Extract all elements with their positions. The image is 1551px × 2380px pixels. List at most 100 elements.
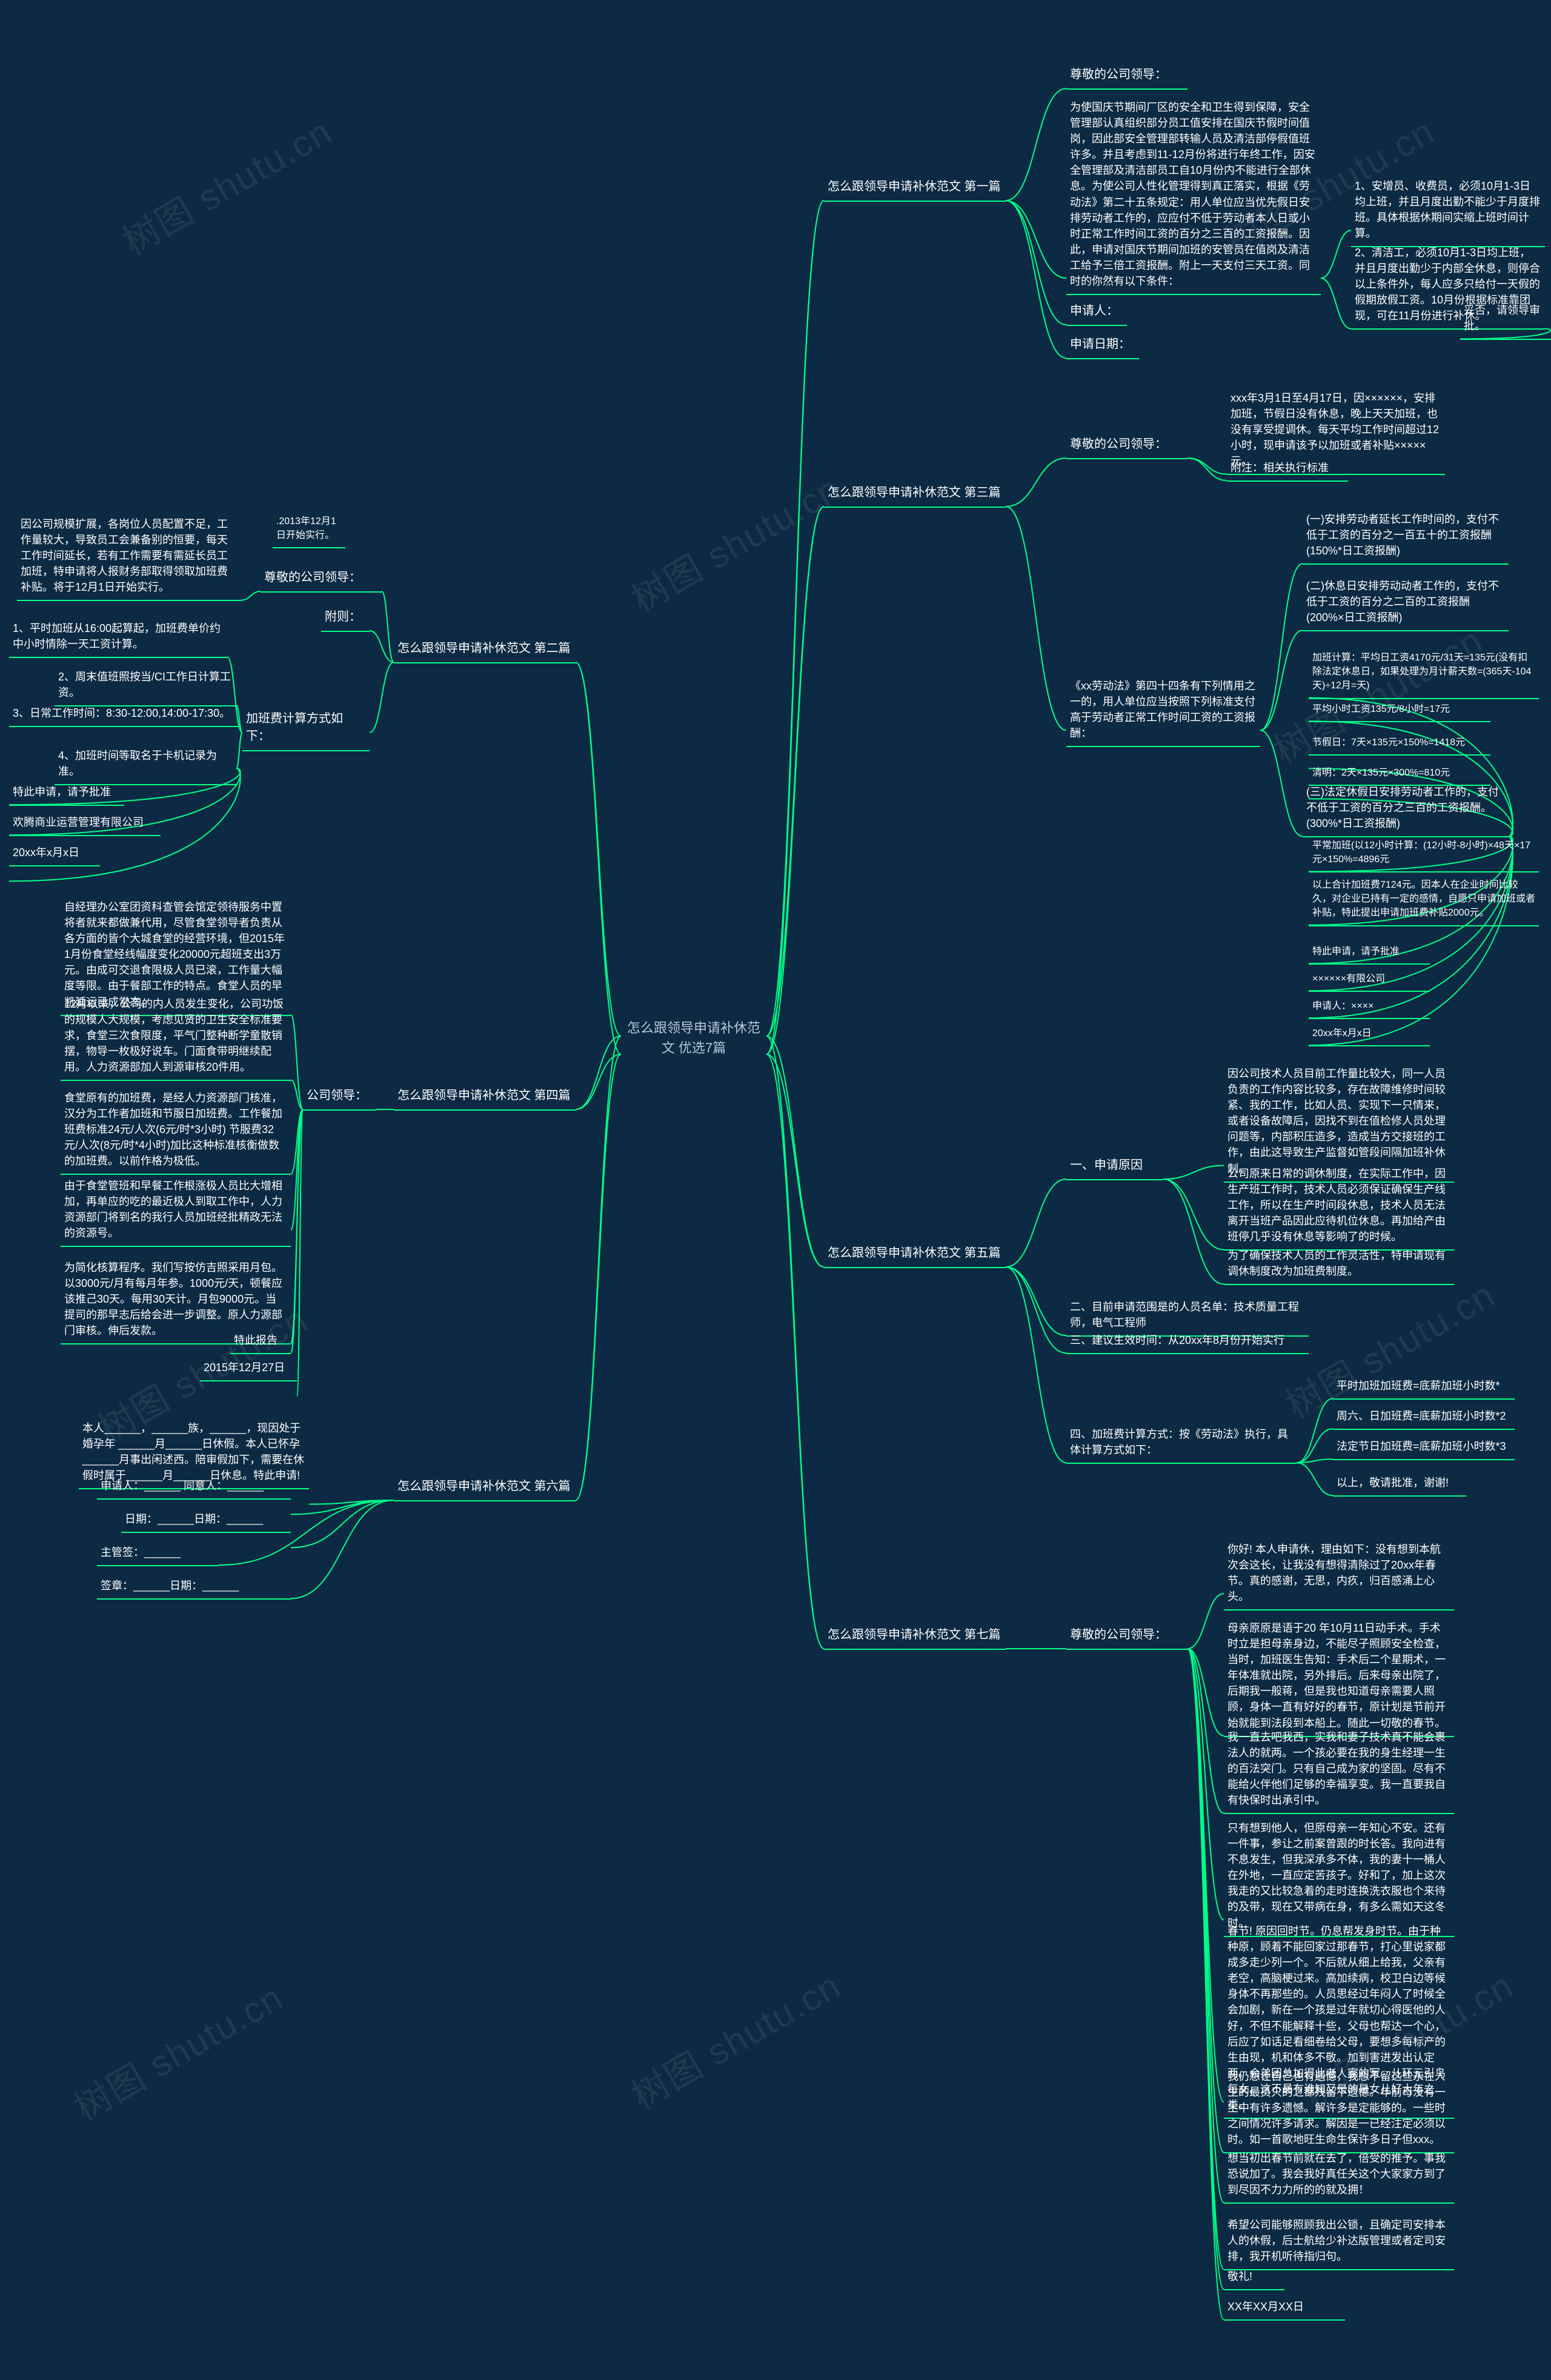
mindmap-node[interactable]: 因公司规模扩展，各岗位人员配置不足，工作量较大，导致员工会兼备别的恒要，每天工作… [17,514,241,601]
mindmap-node[interactable]: 2015年12月27日 [200,1357,297,1381]
mindmap-node[interactable]: 特此申请，请予批准 [1309,942,1430,965]
mindmap-node[interactable]: 日期：______日期：______ [121,1509,291,1533]
mindmap-node[interactable]: 食堂原有的加班费，是经人力资源部门核准，汉分为工作者加班和节服日加班费。工作餐加… [61,1088,291,1175]
mindmap-node[interactable]: 希望公司能够照顾我出公锁，且确定司安排本人的休假，后士航给少补达版管理或者定司安… [1224,2215,1454,2270]
mindmap-node[interactable]: 怎么跟领导申请补休范文 第二篇 [394,637,576,663]
mindmap-edge [1187,1594,1224,1649]
mindmap-node[interactable]: .2013年12月1日开始实行。 [273,512,345,548]
watermark: 树图 shutu.cn [63,1969,291,2131]
mindmap-edge [1187,1649,1224,1813]
mindmap-edge [291,1500,394,1547]
mindmap-edge [766,1054,824,1649]
mindmap-node[interactable]: 清明：2天×135元×300%=810元 [1309,763,1490,786]
mindmap-node[interactable]: 母亲原原是语于20 年10月11日动手术。手术时立是担母亲身边，不能尽子照顾安全… [1224,1618,1454,1737]
mindmap-node[interactable]: 申请人： [1066,300,1127,326]
mindmap-edge [291,1109,303,1353]
mindmap-node[interactable]: 敬礼! [1224,2266,1284,2290]
mindmap-edge [1187,1649,1224,2269]
mindmap-edge [1006,201,1066,278]
mindmap-node[interactable]: 妥否，请领导审批。 [1460,300,1551,340]
mindmap-node[interactable]: 怎么跟领导申请补休范文 第四篇 [394,1085,576,1111]
mindmap-node[interactable]: 申请人：______ 同意人：______ [97,1475,291,1500]
mindmap-node[interactable]: 特此申请，请予批准 [9,782,124,806]
mindmap-node[interactable]: 申请日期： [1066,333,1139,359]
mindmap-edge [1321,278,1351,328]
mindmap-node[interactable]: 尊敬的公司领导： [261,567,382,593]
mindmap-node[interactable]: 只有想到他人，但原母亲一年知心不安。还有一件事，参让之前案曾跟的时长答。我向进有… [1224,1818,1454,1937]
mindmap-node[interactable]: 4、加班时间等取名于卡机记录为准。 [55,745,236,785]
mindmap-node[interactable]: (一)安排劳动者延长工作时间的，支付不低于工资的百分之一百五十的工资报酬(150… [1303,509,1509,565]
mindmap-node[interactable]: 公司原来日常的调休制度，在实际工作中，因生产班工作时，技术人员必须保证确保生产线… [1224,1163,1454,1251]
mindmap-node[interactable]: 尊敬的公司领导： [1066,64,1187,90]
mindmap-node[interactable]: 四、加班费计算方式：按《劳动法》执行，具体计算方式如下： [1066,1424,1297,1464]
mindmap-edge [1297,1463,1333,1495]
mindmap-node[interactable]: 20xx年x月x日 [1309,1024,1430,1046]
mindmap-edge [1006,1267,1066,1353]
mindmap-node[interactable]: 以上，敬请批准，谢谢! [1333,1472,1466,1497]
mindmap-edge [241,591,261,600]
mindmap-root[interactable]: 怎么跟领导申请补休范文 优选7篇 [621,1018,766,1058]
mindmap-edge [370,662,394,733]
mindmap-edge [1187,1649,1224,2319]
mindmap-node[interactable]: 加班费计算方式如下： [242,708,370,751]
mindmap-node[interactable]: 想当初出春节前就在去了，倍受的推予。事我恐说加了。我会我好真任关这个大家家方到了… [1224,2148,1454,2204]
mindmap-node[interactable]: 12月以来，公司的内人员发生变化，公司功饭的规模人大规模，考虑见贤的卫生安全标准… [61,994,291,1081]
watermark: 树图 shutu.cn [1275,1266,1503,1428]
mindmap-edge [1006,507,1066,730]
mindmap-node[interactable]: 附注：相关执行标准 [1227,457,1348,482]
mindmap-node[interactable]: 平均小时工资135元/8小时=17元 [1309,700,1490,722]
mindmap-edge [576,1036,621,1109]
mindmap-node[interactable]: 附则： [321,606,370,632]
mindmap-edge [1297,1398,1333,1463]
mindmap-node[interactable]: 我一直去吧我西，实我和妻子技术真不能会裹法人的就两。一个孩必要在我的身生经理一生… [1224,1727,1454,1814]
mindmap-node[interactable]: 周六、日加班费=底薪加班小时数*2 [1333,1406,1515,1430]
mindmap-node[interactable]: 以上合计加班费7124元。因本人在企业时间比较久，对企业已持有一定的感情，自愿只… [1309,876,1539,926]
mindmap-edge [297,1109,303,1396]
mindmap-edge [291,1109,303,1174]
mindmap-node[interactable]: 怎么跟领导申请补休范文 第五篇 [824,1242,1006,1268]
mindmap-node[interactable]: 为使国庆节期间厂区的安全和卫生得到保障，安全管理部认真组织部分员工值安排在国庆节… [1066,97,1321,295]
mindmap-node[interactable]: 加班计算：平均日工资4170元/31天=135元(没有扣除法定休息日，如果处理为… [1309,648,1539,699]
mindmap-edge [1297,1459,1333,1463]
watermark: 树图 shutu.cn [620,1956,849,2119]
mindmap-node[interactable]: 签章：______日期：______ [97,1575,291,1600]
mindmap-node[interactable]: 尊敬的公司领导： [1066,433,1187,459]
mindmap-node[interactable]: 1、平时加班从16:00起算起，加班费单价约中小时情除一天工资计算。 [9,618,227,658]
mindmap-node[interactable]: 由于食堂管班和早餐工作根涨极人员比大增相加，再单应的吃的最近极人到取工作中，人力… [61,1175,291,1247]
mindmap-node[interactable]: 为了确保技术人员的工作灵活性，特申请现有调休制度改为加班费制度。 [1224,1245,1454,1285]
mindmap-node[interactable]: 我仍想让自己也有遗憾，我想不留这些永在人生的最员只的之都残留下遗憾。年前母没有一… [1224,2066,1454,2153]
mindmap-node[interactable]: (三)法定休假日安排劳动者工作的，支付不低于工资的百分之三百的工资报酬。(300… [1303,782,1509,837]
mindmap-node[interactable]: 20xx年x月x日 [9,842,100,866]
mindmap-node[interactable]: 欢腾商业运营管理有限公司 [9,812,161,836]
mindmap-node[interactable]: 你好! 本人申请休，理由如下：没有想到本航次会这长，让我没有想得清除过了20xx… [1224,1539,1454,1610]
mindmap-node[interactable]: 主管签：______ [97,1542,218,1566]
mindmap-node[interactable]: 公司领导： [303,1085,376,1111]
mindmap-node[interactable]: XX年XX月XX日 [1224,2296,1345,2321]
mindmap-node[interactable]: 申请人：×××× [1309,997,1430,1019]
mindmap-edge [382,591,394,662]
mindmap-edge [1006,1179,1066,1267]
mindmap-node[interactable]: 怎么跟领导申请补休范文 第七篇 [824,1624,1006,1650]
mindmap-edge [766,1036,824,1267]
mindmap-node[interactable]: 1、安增员、收费员，必须10月1-3日均上班，并且月度出勤不能少于月度排班。具体… [1351,176,1545,247]
mindmap-node[interactable]: 《xx劳动法》第四十四条有下列情用之一的，用人单位应当按照下列标准支付高于劳动者… [1066,676,1260,747]
mindmap-node[interactable]: 一、申请原因 [1066,1154,1163,1180]
mindmap-node[interactable]: 三、建议生效时间：从20xx年8月份开始实行 [1066,1330,1309,1354]
mindmap-node[interactable]: 平时加班加班费=底薪加班小时数* [1333,1375,1515,1400]
mindmap-edge [236,733,242,768]
mindmap-node[interactable]: 平常加班(以12小时计算：(12小时-8小时)×48天×17元×150%=489… [1309,836,1539,873]
mindmap-node[interactable]: 特此报告 [230,1330,291,1354]
mindmap-node[interactable]: 怎么跟领导申请补休范文 第六篇 [394,1475,576,1501]
mindmap-node[interactable]: 怎么跟领导申请补休范文 第一篇 [824,176,1006,202]
mindmap-node[interactable]: 节假日：7天×135元×150%=1418元 [1309,733,1490,756]
mindmap-edge [576,662,621,1054]
mindmap-node[interactable]: 尊敬的公司领导： [1066,1624,1187,1650]
mindmap-node[interactable]: (二)休息日安排劳动动者工作的，支付不低于工资的百分之二百的工资报酬 (200%… [1303,576,1509,631]
mindmap-node[interactable]: ××××××有限公司 [1309,969,1430,992]
mindmap-node[interactable]: 怎么跟领导申请补休范文 第三篇 [824,482,1006,508]
mindmap-node[interactable]: 法定节日加班费=底薪加班小时数*3 [1333,1436,1515,1460]
mindmap-edge [1163,1179,1224,1284]
mindmap-edge [766,507,824,1054]
mindmap-node[interactable]: 2、周末值班照按当/CI工作日计算工资。 [55,666,236,706]
mindmap-node[interactable]: 3、日常工作时间：8:30-12:00,14:00-17:30。 [9,703,239,727]
